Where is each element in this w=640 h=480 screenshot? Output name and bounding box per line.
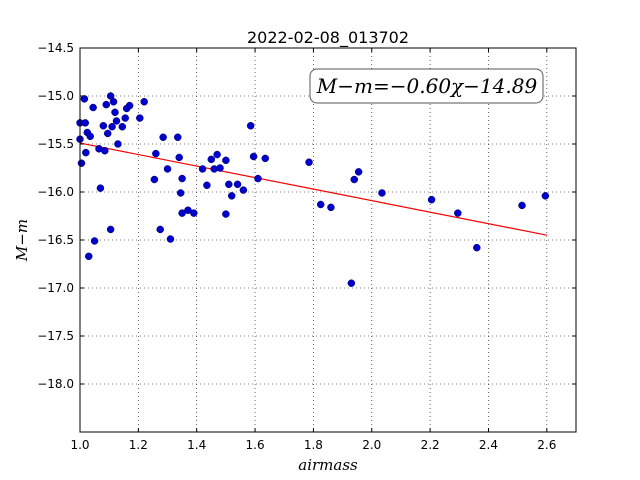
data-point [101, 146, 109, 155]
x-tick-label: 1.6 [246, 438, 265, 452]
data-point [81, 119, 90, 127]
data-point [249, 152, 258, 161]
data-point [108, 122, 116, 131]
data-point [166, 235, 175, 243]
x-tick-label: 2.6 [537, 438, 556, 452]
data-point [150, 175, 159, 184]
data-point [203, 181, 211, 190]
data-point [222, 210, 230, 218]
data-point [350, 175, 359, 184]
data-point [96, 184, 105, 192]
y-tick-label: −15.0 [37, 89, 74, 103]
x-tick-label: 2.4 [479, 438, 498, 452]
data-point [178, 174, 186, 183]
data-point [316, 200, 325, 209]
data-point [427, 195, 436, 204]
data-point [347, 279, 356, 287]
y-tick-labels: −14.5 −15.0 −15.5 −16.0 −16.5 −17.0 −17.5 −18.0 [37, 41, 74, 391]
fit-line [79, 142, 547, 236]
y-tick-label: −14.5 [37, 41, 74, 55]
data-point [118, 122, 127, 131]
data-point [121, 114, 129, 122]
data-point [378, 189, 386, 197]
data-point [225, 180, 233, 189]
data-point [152, 149, 160, 158]
data-point [354, 168, 363, 176]
data-point [77, 159, 86, 167]
axis-ticks [79, 47, 576, 432]
data-points [76, 92, 550, 287]
data-point [112, 117, 121, 125]
data-point [103, 129, 112, 138]
data-point [125, 101, 134, 110]
data-point [99, 122, 108, 130]
x-tick-label: 1.4 [187, 438, 206, 452]
data-point [261, 154, 270, 163]
y-tick-label: −17.0 [37, 281, 74, 295]
data-point [233, 180, 242, 189]
data-point [86, 132, 94, 141]
data-point [163, 165, 172, 173]
data-point [518, 201, 526, 210]
data-point [109, 98, 118, 106]
data-point [80, 95, 89, 103]
data-point [190, 209, 198, 217]
x-tick-label: 1.2 [129, 438, 148, 452]
data-point [159, 133, 167, 142]
y-tick-label: −16.5 [37, 233, 74, 247]
data-point [106, 225, 115, 234]
x-tick-label: 1.0 [70, 438, 89, 452]
y-tick-label: −17.5 [37, 329, 74, 343]
data-point [114, 140, 122, 148]
data-point [111, 108, 119, 117]
data-point [198, 165, 207, 173]
chart-title: 2022-02-08_013702 [247, 28, 409, 48]
data-point [89, 103, 97, 112]
data-point [246, 122, 255, 130]
data-point [305, 158, 313, 166]
data-point [222, 156, 230, 165]
x-tick-label: 1.8 [304, 438, 323, 452]
data-point [90, 237, 99, 245]
y-tick-label: −16.0 [37, 185, 74, 199]
data-point [227, 192, 236, 200]
x-tick-label: 2.0 [362, 438, 381, 452]
data-point [454, 209, 462, 217]
data-point [207, 155, 216, 164]
y-tick-label: −18.0 [37, 377, 74, 391]
data-point [327, 203, 335, 212]
data-point [254, 174, 262, 183]
data-point [239, 186, 248, 194]
grid-lines [79, 47, 576, 432]
data-point [541, 192, 550, 200]
data-point [156, 225, 164, 234]
x-tick-labels: 1.0 1.2 1.4 1.6 1.8 2.0 2.2 2.4 2.6 [70, 438, 556, 452]
y-tick-label: −15.5 [37, 137, 74, 151]
data-point [175, 153, 183, 162]
annotation-box [309, 68, 544, 104]
data-point [140, 98, 148, 106]
y-axis-label: M−m [13, 219, 31, 262]
data-point [173, 133, 182, 142]
data-point [136, 114, 144, 122]
data-point [102, 100, 111, 109]
x-tick-label: 2.2 [421, 438, 440, 452]
data-point [82, 148, 90, 157]
data-point [216, 164, 224, 172]
data-point [213, 150, 221, 159]
data-point [176, 189, 185, 197]
data-point [85, 252, 93, 261]
fit-equation-annotation: M−m=−0.60χ−14.89 [316, 74, 538, 98]
data-point [473, 243, 481, 252]
x-axis-label: airmass [298, 456, 358, 474]
